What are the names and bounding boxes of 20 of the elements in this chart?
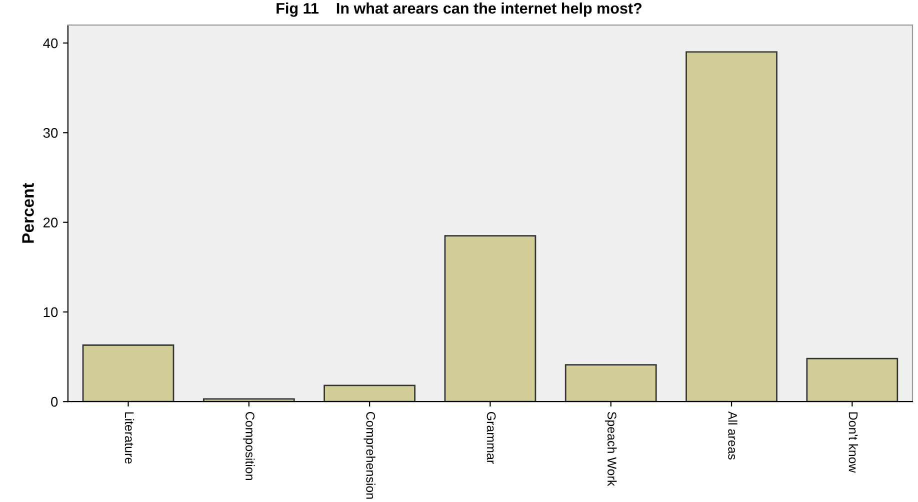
x-tick-label: Don't know — [848, 412, 858, 473]
y-tick-label: 0 — [51, 396, 58, 407]
y-tick-label: 30 — [43, 128, 58, 138]
x-tick-label: Speach Work — [605, 412, 617, 486]
y-axis-title: Percent — [22, 182, 34, 243]
y-tick-label: 10 — [44, 307, 58, 318]
x-tick-label: Grammar — [486, 412, 496, 464]
y-tick-label: 20 — [43, 218, 58, 228]
chart-title: Fig 11 In what arears can the internet help most? — [276, 2, 642, 17]
bar — [686, 51, 778, 402]
x-tick-label: Literature — [124, 412, 134, 464]
bar — [324, 384, 416, 402]
x-tick-label: Comprehension — [364, 412, 376, 499]
x-tick-label: Composition — [243, 412, 255, 480]
bar — [564, 364, 657, 402]
x-tick-label: All areas — [728, 411, 738, 460]
bar — [82, 344, 174, 402]
y-tick-label: 40 — [43, 38, 58, 48]
bar — [806, 358, 898, 402]
bar — [444, 235, 536, 402]
